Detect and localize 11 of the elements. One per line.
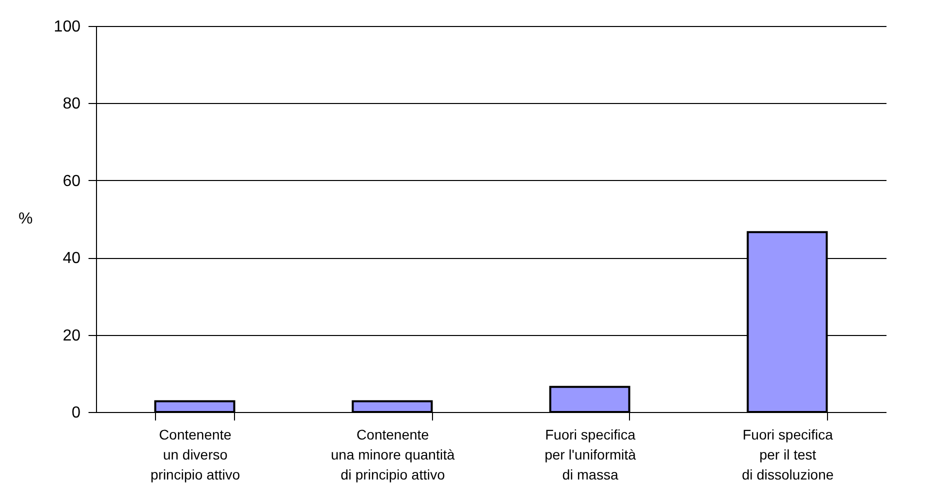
x-tick-label: Fuori specifica per il test di dissoluzione (742, 426, 834, 482)
y-tick-label: 100 (54, 18, 81, 36)
y-tick-label: 20 (62, 327, 81, 344)
x-tick-label: Contenente una minore quantità di principio attivo (330, 426, 455, 482)
x-tick-label: Contenente un diverso principio attivo (150, 426, 240, 482)
y-tick-label: 40 (62, 250, 81, 268)
y-tick-label: 80 (62, 96, 81, 113)
y-tick-label: 60 (62, 172, 81, 190)
x-tick-label: Fuori specifica per l'uniformità di massa (544, 426, 636, 482)
y-axis-title: % (18, 210, 33, 228)
y-tick-label: 0 (72, 404, 81, 422)
